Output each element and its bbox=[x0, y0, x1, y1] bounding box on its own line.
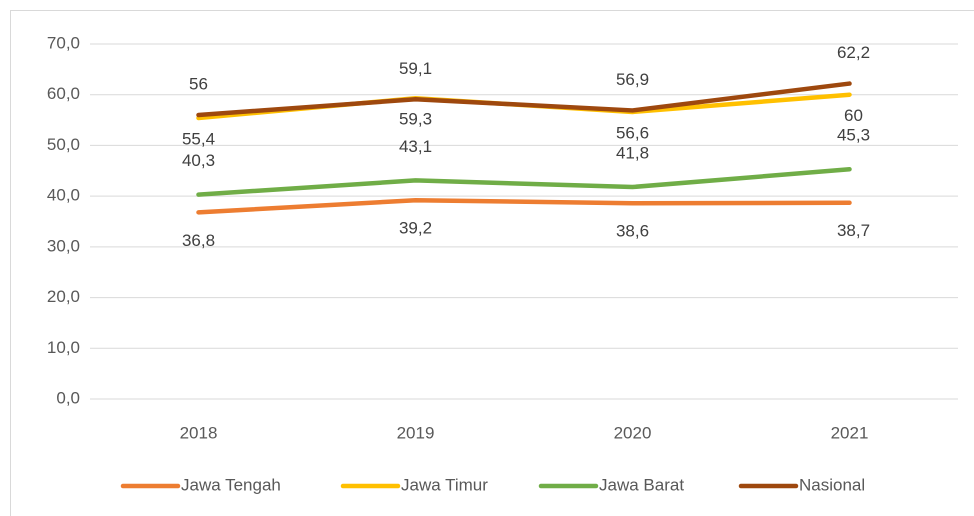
legend-label: Nasional bbox=[799, 475, 865, 494]
y-tick-label: 70,0 bbox=[47, 33, 80, 52]
series-line bbox=[196, 167, 852, 197]
data-label: 59,3 bbox=[399, 110, 432, 129]
legend-label: Jawa Timur bbox=[401, 475, 488, 494]
data-label: 39,2 bbox=[399, 219, 432, 238]
y-tick-label: 30,0 bbox=[47, 236, 80, 255]
data-label: 56 bbox=[189, 74, 208, 93]
data-label: 60 bbox=[844, 106, 863, 125]
x-tick-label: 2021 bbox=[831, 423, 869, 442]
y-tick-label: 0,0 bbox=[56, 388, 80, 407]
data-label: 38,6 bbox=[616, 222, 649, 241]
data-label: 62,2 bbox=[837, 43, 870, 62]
data-label: 36,8 bbox=[182, 231, 215, 250]
data-label: 38,7 bbox=[837, 221, 870, 240]
series-line bbox=[196, 197, 852, 215]
data-label: 41,8 bbox=[616, 143, 649, 162]
legend-label: Jawa Tengah bbox=[181, 475, 281, 494]
data-label: 40,3 bbox=[182, 151, 215, 170]
data-label: 45,3 bbox=[837, 126, 870, 145]
y-tick-label: 10,0 bbox=[47, 338, 80, 357]
data-label: 43,1 bbox=[399, 137, 432, 156]
x-tick-label: 2018 bbox=[180, 423, 218, 442]
legend-label: Jawa Barat bbox=[599, 475, 684, 494]
series-line bbox=[196, 81, 852, 118]
data-label: 56,6 bbox=[616, 123, 649, 142]
data-label: 55,4 bbox=[182, 130, 215, 149]
y-tick-label: 60,0 bbox=[47, 84, 80, 103]
data-label: 56,9 bbox=[616, 70, 649, 89]
y-tick-label: 50,0 bbox=[47, 135, 80, 154]
y-tick-label: 40,0 bbox=[47, 186, 80, 205]
y-tick-label: 20,0 bbox=[47, 287, 80, 306]
chart-border bbox=[10, 10, 974, 516]
x-tick-label: 2019 bbox=[397, 423, 435, 442]
data-label: 59,1 bbox=[399, 59, 432, 78]
x-tick-label: 2020 bbox=[614, 423, 652, 442]
